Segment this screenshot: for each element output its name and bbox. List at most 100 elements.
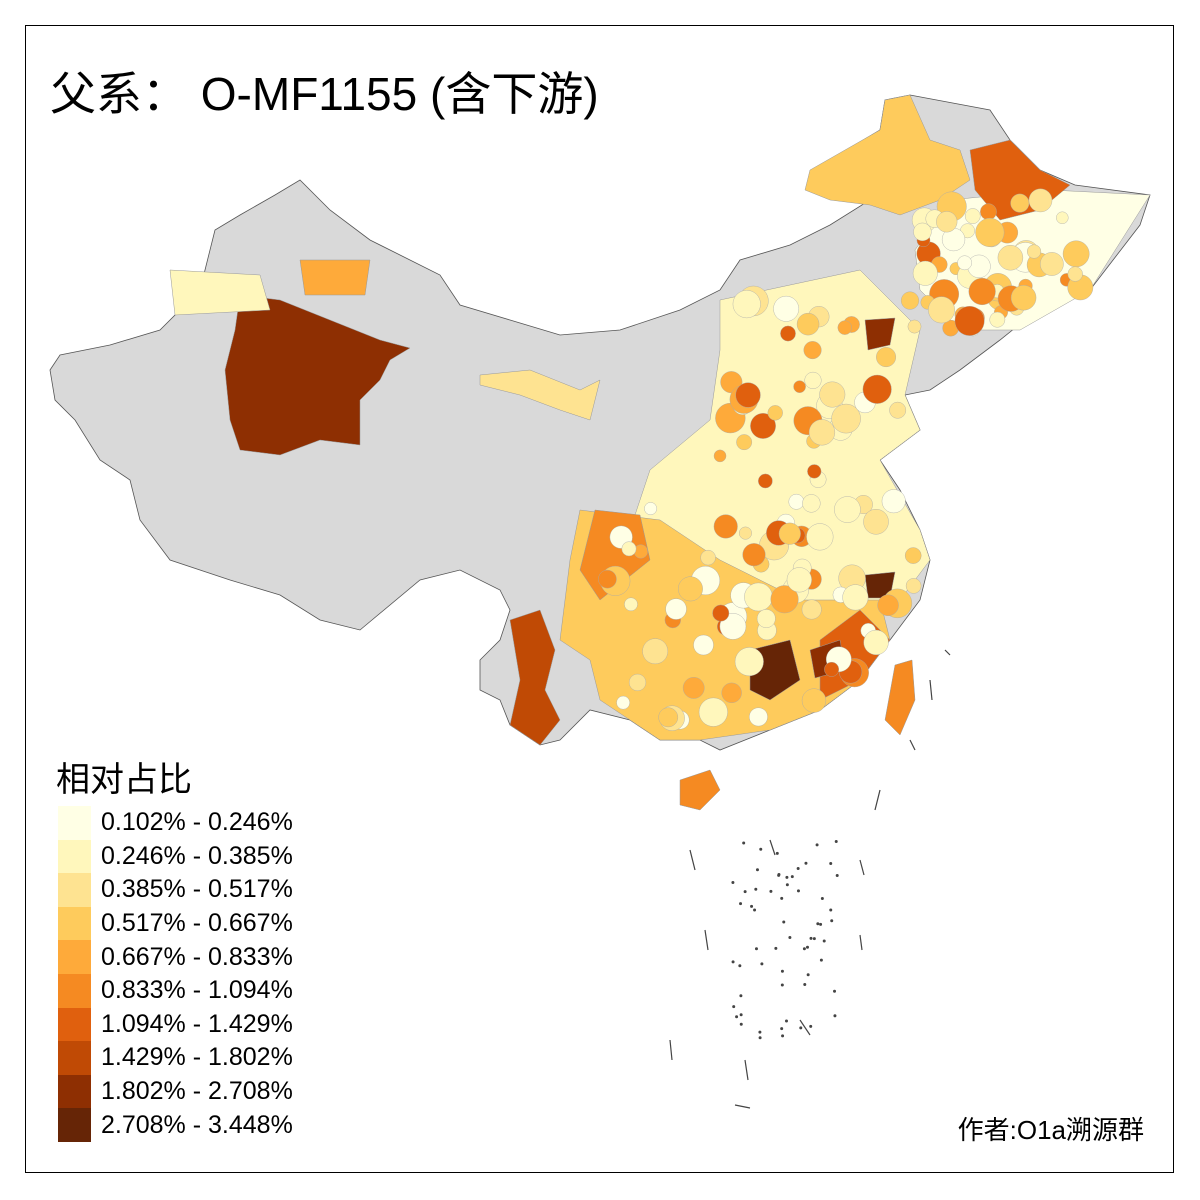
region xyxy=(738,526,752,540)
region xyxy=(732,290,761,319)
island-mark xyxy=(809,936,813,940)
island-mark xyxy=(758,1030,762,1034)
region xyxy=(736,434,753,451)
island-mark xyxy=(806,973,810,977)
legend-swatch xyxy=(58,940,91,974)
island-mark xyxy=(739,902,743,906)
region xyxy=(804,371,822,389)
legend-label: 0.667% - 0.833% xyxy=(101,942,293,971)
region xyxy=(616,695,630,710)
legend-item: 1.802% - 2.708% xyxy=(58,1074,293,1109)
region xyxy=(803,341,822,360)
region xyxy=(884,659,916,736)
island-mark xyxy=(781,1034,785,1038)
island-mark xyxy=(750,904,754,908)
legend-item: 0.385% - 0.517% xyxy=(58,873,293,907)
island-mark xyxy=(754,947,758,951)
map-title: 父系： O-MF1155 (含下游) xyxy=(50,68,599,120)
region xyxy=(224,294,411,456)
island-mark xyxy=(743,890,747,894)
island-mark xyxy=(790,875,794,879)
region xyxy=(863,509,889,535)
island-mark xyxy=(819,922,823,926)
region xyxy=(1056,211,1069,224)
island-mark xyxy=(739,1013,743,1017)
legend-label: 0.246% - 0.385% xyxy=(101,841,293,870)
region xyxy=(1010,193,1030,213)
legend-swatch xyxy=(58,1041,91,1075)
region xyxy=(735,382,761,408)
island-mark xyxy=(689,849,696,871)
legend-label: 1.802% - 2.708% xyxy=(101,1077,293,1106)
island-mark xyxy=(734,1104,751,1109)
island-mark xyxy=(812,937,816,941)
island-mark xyxy=(822,939,826,943)
island-mark xyxy=(819,958,823,962)
region xyxy=(864,317,896,351)
island-mark xyxy=(769,839,776,856)
region xyxy=(693,634,714,656)
region xyxy=(900,291,920,310)
legend-item: 0.102% - 0.246% xyxy=(58,806,293,840)
region xyxy=(912,260,938,286)
region xyxy=(778,522,801,545)
legend-item: 2.708% - 3.448% xyxy=(58,1108,293,1142)
legend-item: 0.833% - 1.094% xyxy=(58,973,293,1008)
island-mark xyxy=(739,1022,743,1026)
region xyxy=(863,629,889,655)
region xyxy=(299,259,371,296)
island-mark xyxy=(785,883,789,887)
island-mark xyxy=(944,649,951,656)
island-mark xyxy=(780,983,784,987)
region xyxy=(721,682,742,703)
region xyxy=(881,489,906,514)
region xyxy=(624,597,638,612)
region xyxy=(698,697,728,727)
island-mark xyxy=(732,1005,736,1009)
region xyxy=(968,277,996,306)
region xyxy=(801,599,822,620)
legend-item: 0.517% - 0.667% xyxy=(58,906,293,941)
map-frame xyxy=(25,25,1174,1173)
island-mark xyxy=(753,908,757,912)
region xyxy=(712,604,730,622)
region xyxy=(904,547,922,564)
island-mark xyxy=(780,969,784,973)
region xyxy=(964,208,981,224)
region xyxy=(1010,285,1037,311)
island-mark xyxy=(833,1014,837,1018)
island-mark xyxy=(735,1015,739,1019)
legend-swatch xyxy=(58,839,91,874)
region xyxy=(936,211,958,233)
legend-swatch xyxy=(58,1074,91,1109)
island-mark xyxy=(784,1019,788,1023)
region xyxy=(598,569,617,589)
island-mark xyxy=(785,875,789,879)
island-mark xyxy=(805,945,809,949)
island-mark xyxy=(829,861,833,865)
region xyxy=(788,493,805,510)
island-mark xyxy=(802,947,806,951)
region xyxy=(807,464,822,479)
island-mark xyxy=(929,679,933,701)
region xyxy=(750,413,776,439)
legend-label: 0.517% - 0.667% xyxy=(101,909,293,938)
region xyxy=(169,269,271,316)
island-mark xyxy=(775,851,779,855)
legend-swatch xyxy=(58,873,91,907)
author-credit: 作者:O1a溯源群 xyxy=(957,1115,1144,1145)
region xyxy=(734,647,764,677)
island-mark xyxy=(669,1039,673,1061)
region xyxy=(767,405,783,421)
island-mark xyxy=(754,887,758,891)
island-mark xyxy=(833,989,837,993)
region xyxy=(642,638,669,665)
region xyxy=(831,403,861,434)
region xyxy=(980,203,997,221)
region xyxy=(786,567,812,593)
island-mark xyxy=(731,881,735,885)
island-mark xyxy=(755,868,759,872)
region xyxy=(862,374,892,404)
region xyxy=(479,369,601,421)
region xyxy=(889,401,907,419)
